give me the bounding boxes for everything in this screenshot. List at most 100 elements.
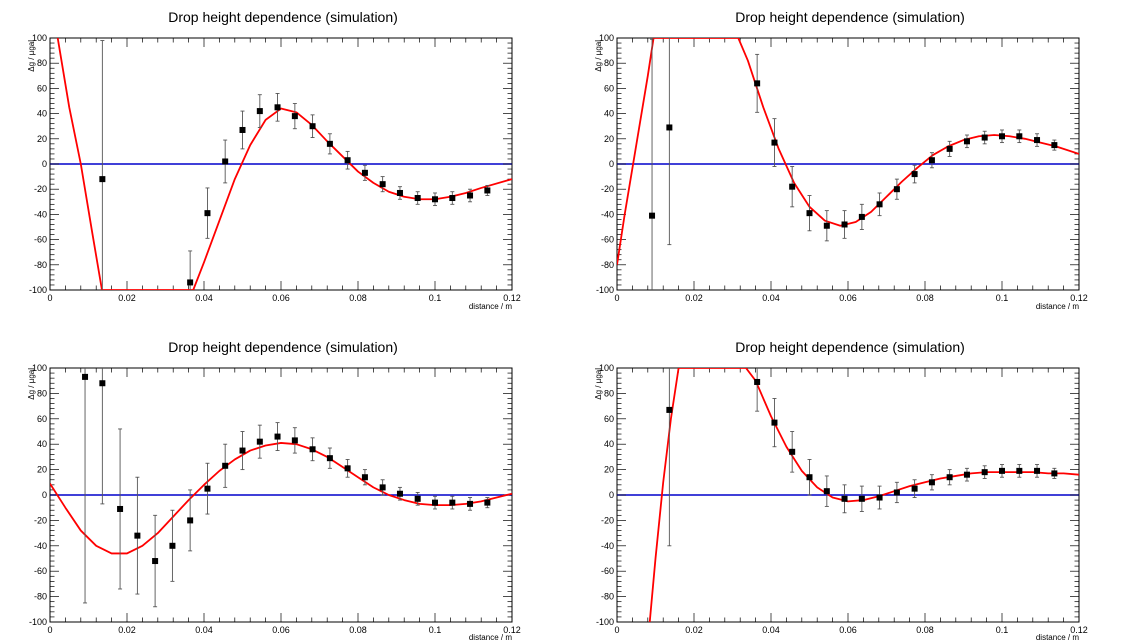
y-tick-label: -40	[34, 541, 47, 551]
y-tick-label: -80	[601, 260, 614, 270]
point-marker	[204, 485, 211, 492]
x-tick-label: 0.08	[916, 625, 934, 635]
data-point	[379, 479, 386, 496]
point-marker	[649, 212, 656, 219]
x-tick-label: 0.1	[996, 625, 1009, 635]
data-point	[1051, 139, 1058, 151]
y-tick-label: -20	[601, 184, 614, 194]
y-tick-label: 80	[37, 388, 47, 398]
data-point	[841, 210, 848, 239]
data-point	[82, 368, 89, 604]
x-tick-label: 0.12	[503, 293, 521, 303]
chart-title: Drop height dependence (simulation)	[168, 9, 398, 25]
chart-svg-bottom-left: Drop height dependence (simulation) Δg /…	[27, 339, 521, 642]
data-point	[187, 489, 194, 552]
chart-panel-bottom-left: Drop height dependence (simulation) Δg /…	[0, 322, 567, 644]
x-tick-label: 0.06	[272, 625, 290, 635]
x-tick-label: 0.06	[272, 293, 290, 303]
point-marker	[754, 378, 761, 385]
y-tick-label: -20	[601, 515, 614, 525]
point-marker	[823, 488, 830, 495]
data-point	[1051, 467, 1058, 479]
x-tick-label: 0	[47, 625, 52, 635]
point-marker	[754, 80, 761, 87]
y-tick-label: 100	[599, 33, 614, 43]
data-point	[256, 94, 263, 128]
x-tick-label: 0.08	[916, 293, 934, 303]
data-point	[449, 191, 456, 205]
x-tick-label: 0.02	[685, 293, 703, 303]
x-tick-label: 0.06	[839, 625, 857, 635]
point-marker	[484, 187, 491, 194]
point-marker	[963, 471, 970, 478]
point-marker	[204, 210, 211, 217]
point-marker	[99, 176, 106, 183]
point-marker	[449, 195, 456, 202]
data-point	[858, 203, 865, 230]
point-marker	[449, 499, 456, 506]
y-tick-label: 20	[37, 134, 47, 144]
point-marker	[806, 210, 813, 217]
point-marker	[291, 113, 298, 120]
y-tick-label: 0	[42, 159, 47, 169]
x-tick-label: 0.04	[762, 293, 780, 303]
y-axis-title: Δg / µgal	[594, 368, 603, 400]
y-tick-label: -20	[34, 515, 47, 525]
point-marker	[981, 134, 988, 141]
x-axis-title: distance / m	[469, 302, 512, 311]
y-tick-label: -40	[601, 209, 614, 219]
point-marker	[981, 469, 988, 476]
data-point	[222, 139, 229, 184]
data-point	[309, 114, 316, 138]
point-marker	[1034, 467, 1041, 474]
data-point	[1034, 464, 1041, 478]
data-point	[946, 469, 953, 486]
y-tick-label: 40	[37, 439, 47, 449]
point-marker	[256, 108, 263, 115]
y-tick-label: 80	[37, 58, 47, 68]
data-point	[981, 465, 988, 479]
data-point	[999, 464, 1005, 478]
data-point	[963, 134, 970, 149]
data-point	[1034, 133, 1041, 147]
y-tick-label: -80	[34, 260, 47, 270]
data-point	[344, 150, 351, 170]
data-point	[928, 474, 935, 491]
data-point	[222, 443, 229, 488]
point-marker	[309, 123, 316, 130]
y-tick-label: -60	[601, 566, 614, 576]
y-tick-label: -80	[601, 592, 614, 602]
y-tick-label: 100	[599, 363, 614, 373]
data-point	[771, 398, 778, 448]
point-marker	[1016, 467, 1023, 474]
point-marker	[309, 446, 316, 453]
point-marker	[379, 484, 386, 491]
data-point	[963, 467, 970, 482]
chart-panel-bottom-right: Drop height dependence (simulation) Δg /…	[567, 322, 1134, 644]
data-point	[396, 486, 403, 501]
data-point	[771, 118, 778, 167]
y-tick-label: -40	[34, 209, 47, 219]
data-point	[858, 485, 865, 512]
data-point	[204, 462, 211, 515]
point-marker	[396, 490, 403, 497]
point-marker	[361, 474, 368, 481]
point-marker	[806, 474, 813, 481]
y-tick-label: 60	[604, 83, 614, 93]
y-tick-label: 40	[37, 109, 47, 119]
point-marker	[432, 499, 438, 506]
data-point	[893, 481, 900, 504]
x-tick-label: 0.04	[195, 625, 213, 635]
data-point	[841, 484, 848, 514]
data-point	[893, 178, 900, 200]
y-tick-label: 60	[37, 83, 47, 93]
y-tick-label: 0	[609, 159, 614, 169]
point-marker	[841, 495, 848, 502]
y-tick-label: 80	[604, 388, 614, 398]
y-tick-label: 40	[604, 439, 614, 449]
point-marker	[326, 140, 333, 147]
y-tick-label: -80	[34, 592, 47, 602]
data-point	[467, 497, 474, 511]
point-marker	[396, 189, 403, 196]
data-point	[414, 191, 421, 205]
